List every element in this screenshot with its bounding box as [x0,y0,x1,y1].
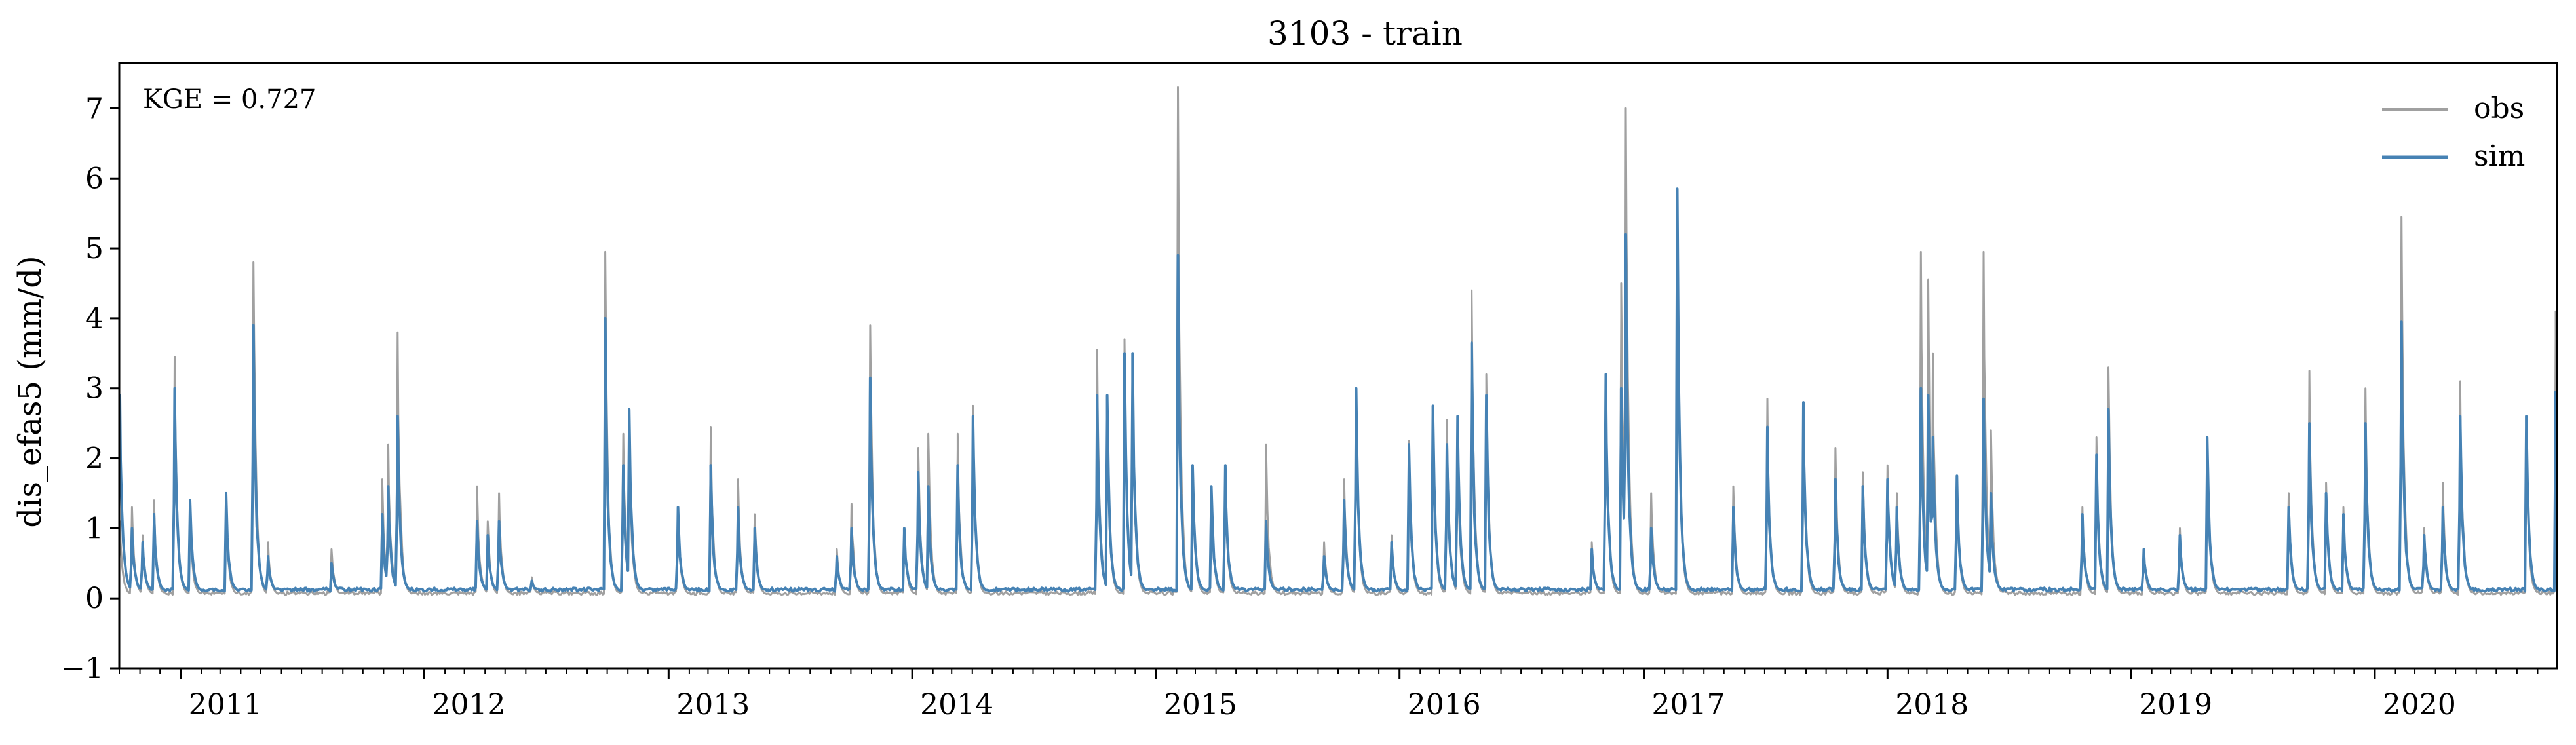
y-tick-label: 7 [85,92,104,125]
x-tick-label: 2011 [189,688,262,721]
x-tick-label: 2012 [433,688,506,721]
series-line-obs [119,86,2557,596]
x-tick-label: 2014 [920,688,993,721]
y-axis-label: dis_efas5 (mm/d) [12,256,48,527]
y-axis: −1 0 1 2 3 4 5 6 7 [61,92,119,685]
legend-sim-label: sim [2474,140,2525,173]
x-tick-label: 2013 [676,688,750,721]
x-axis: 2011 2012 2013 2014 2015 2016 2017 2018 2019 2020 [119,668,2539,721]
y-tick-label: 1 [85,512,104,545]
y-tick-label: 6 [85,162,104,195]
x-tick-label: 2019 [2139,688,2212,721]
series-line-sim [119,187,2557,593]
y-tick-label: 3 [85,372,104,406]
y-tick-label: 2 [85,442,104,476]
chart-title: 3103 - train [1267,14,1463,52]
y-tick-label: 4 [85,302,104,335]
plot-area [119,86,2557,596]
x-tick-label: 2020 [2383,688,2456,721]
plot-frame [118,62,2558,670]
x-tick-label: 2015 [1164,688,1237,721]
x-tick-label: 2016 [1408,688,1481,721]
y-tick-label: 5 [85,232,104,265]
kge-annotation: KGE = 0.727 [143,85,317,115]
y-tick-label: −1 [61,652,104,685]
legend: obs sim [2382,92,2525,173]
y-tick-label: 0 [85,582,104,615]
x-tick-label: 2017 [1652,688,1725,721]
legend-obs-label: obs [2474,92,2524,125]
x-tick-label: 2018 [1895,688,1969,721]
